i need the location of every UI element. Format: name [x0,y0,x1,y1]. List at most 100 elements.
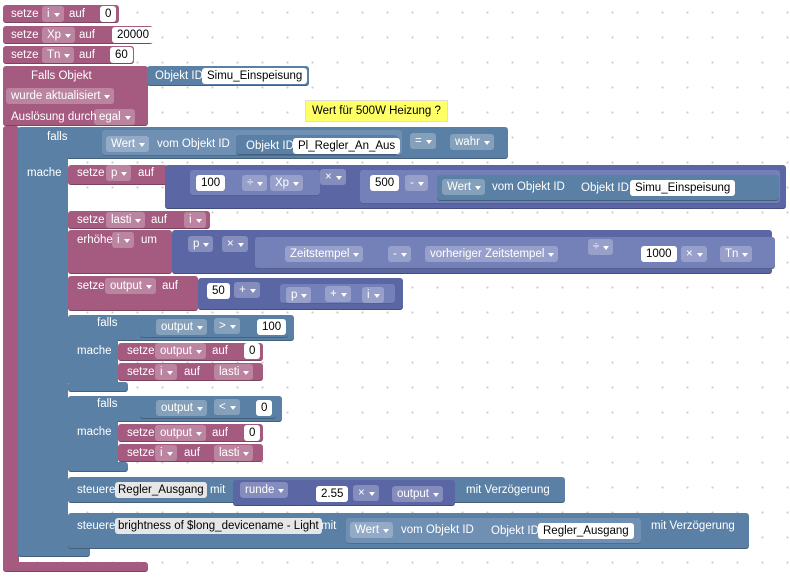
block-text: i [184,212,206,228]
block-text: vom Objekt ID [492,181,565,193]
block-text: - [388,246,411,262]
block-text: > [214,318,240,334]
block-text: ÷ [242,175,268,191]
block-text: i [362,287,384,303]
block-text: 50 [207,283,230,299]
block-text: auf [69,8,85,20]
block-text: setze [127,427,155,439]
block-text: = [410,133,436,149]
block-text: lasti [214,445,254,461]
block [68,382,128,392]
block-text: auf [162,280,178,292]
block-text: i [155,445,177,461]
block-text: output [156,400,207,416]
block-text: 100 [196,175,226,191]
block-text: auf [184,447,200,459]
block-text: vom Objekt ID [401,524,474,536]
block-text: lasti [214,364,254,380]
block [118,424,263,442]
block-text: wahr [450,134,494,150]
block-text: falls [97,398,118,410]
block [280,284,395,304]
block-text: setze [127,447,155,459]
block-text: falls [97,317,118,329]
block [3,126,19,571]
block [68,165,168,185]
block-text: lasti [106,212,146,228]
block-text: Regler_Ausgang [115,482,207,498]
block [68,276,198,311]
block-text: auf [79,49,95,61]
block-text: Zeitstempel [285,246,364,262]
block-text: auf [184,366,200,378]
block-text: auf [138,167,154,179]
block-text: mache [77,426,112,438]
block-text: wurde aktualisiert [6,88,115,104]
block-text: setze [77,167,105,179]
block-text: Tn [720,246,753,262]
block-text: i [112,232,134,248]
block [68,396,118,466]
block-text: Objekt ID [155,70,203,82]
block-text: × [681,246,707,262]
block-text: 2.55 [316,486,349,502]
block [118,343,263,361]
block-text: < [214,399,240,415]
block-text: mache [27,167,62,179]
block-text: mit [321,520,337,532]
block-text: Simu_Einspeisung [202,68,308,84]
block [68,315,118,385]
block-text: ÷ [588,239,614,255]
block-text: setze [77,280,105,292]
block-text: brightness of $long_devicename - Light [115,518,322,534]
block-text: falls [47,131,68,143]
block-text: Pl_Regler_An_Aus [293,138,401,154]
block-text: p [188,236,214,252]
block-text: egal [94,109,135,125]
block-text: + [325,286,351,302]
block-text: + [234,282,260,298]
block-text: setze [11,49,39,61]
block-text: Auslösung durch [11,111,97,123]
block-text: auf [151,214,167,226]
block-text: setze [11,29,39,41]
block-text: 20000 [112,27,154,43]
block [18,127,68,557]
block-text: output [392,486,443,502]
block-text: Regler_Ausgang [538,523,634,539]
block [3,66,148,126]
block-text: 500 [370,175,400,191]
block-text: p [106,165,132,181]
block-text: steuere [77,520,116,532]
block-text: output [155,343,206,359]
block-text: 100 [257,319,287,335]
block [68,462,128,472]
block-text: auf [212,427,228,439]
block [255,237,775,269]
block-text: × [353,485,379,501]
block-text: 60 [110,47,133,63]
block [3,5,119,23]
block-text: auf [212,345,228,357]
block-text: 0 [100,6,117,22]
block [118,363,263,381]
block-text: × [320,169,346,185]
block-text: 0 [256,400,273,416]
block-text: - [405,175,428,191]
block-text: mit [210,484,226,496]
block-text: auf [79,29,95,41]
block-text: setze [127,366,155,378]
block-text: mache [77,345,112,357]
block-text: Objekt ID [491,525,539,537]
block [3,562,148,572]
block [140,318,288,338]
block-text: mit Verzögerung [651,520,735,532]
block-text: Xp [42,27,76,43]
block [118,444,263,462]
block-text: Wert [106,136,150,152]
block-text: Tn [42,47,75,63]
block-text: × [222,236,248,252]
block-text: 0 [244,343,261,359]
block-text: Objekt ID [581,182,629,194]
